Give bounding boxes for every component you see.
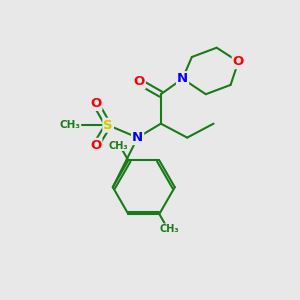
Text: O: O [233,55,244,68]
Text: CH₃: CH₃ [160,224,179,234]
Text: S: S [103,119,113,132]
Text: N: N [177,72,188,85]
Text: O: O [134,75,145,88]
Text: N: N [132,131,143,144]
Text: O: O [90,139,101,152]
Text: O: O [90,97,101,110]
Text: CH₃: CH₃ [108,141,128,151]
Text: CH₃: CH₃ [59,120,80,130]
